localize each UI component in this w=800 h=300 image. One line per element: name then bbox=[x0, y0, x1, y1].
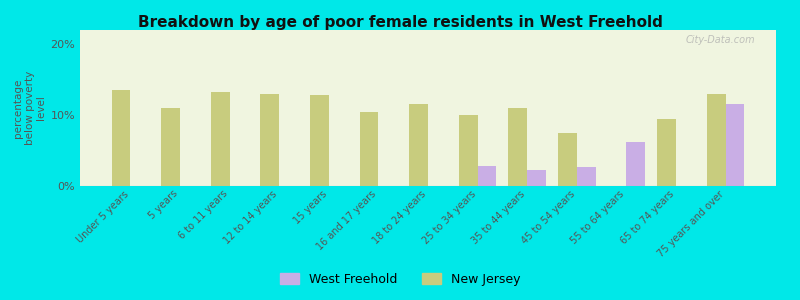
Bar bbox=[527, 170, 546, 186]
Bar bbox=[626, 142, 645, 186]
Bar bbox=[726, 104, 744, 186]
Bar bbox=[508, 108, 527, 186]
Bar bbox=[458, 115, 478, 186]
Text: Breakdown by age of poor female residents in West Freehold: Breakdown by age of poor female resident… bbox=[138, 15, 662, 30]
Bar bbox=[162, 108, 180, 186]
Bar bbox=[577, 167, 596, 186]
Bar bbox=[706, 94, 726, 186]
Bar bbox=[112, 90, 130, 186]
Bar bbox=[359, 112, 378, 186]
Legend: West Freehold, New Jersey: West Freehold, New Jersey bbox=[275, 268, 525, 291]
Bar bbox=[657, 118, 676, 186]
Bar bbox=[260, 94, 279, 186]
Bar bbox=[310, 95, 329, 186]
Bar bbox=[558, 133, 577, 186]
Bar bbox=[478, 166, 497, 186]
Y-axis label: percentage
below poverty
level: percentage below poverty level bbox=[13, 71, 46, 145]
Bar bbox=[409, 104, 428, 186]
Text: City-Data.com: City-Data.com bbox=[686, 35, 755, 45]
Bar bbox=[211, 92, 230, 186]
